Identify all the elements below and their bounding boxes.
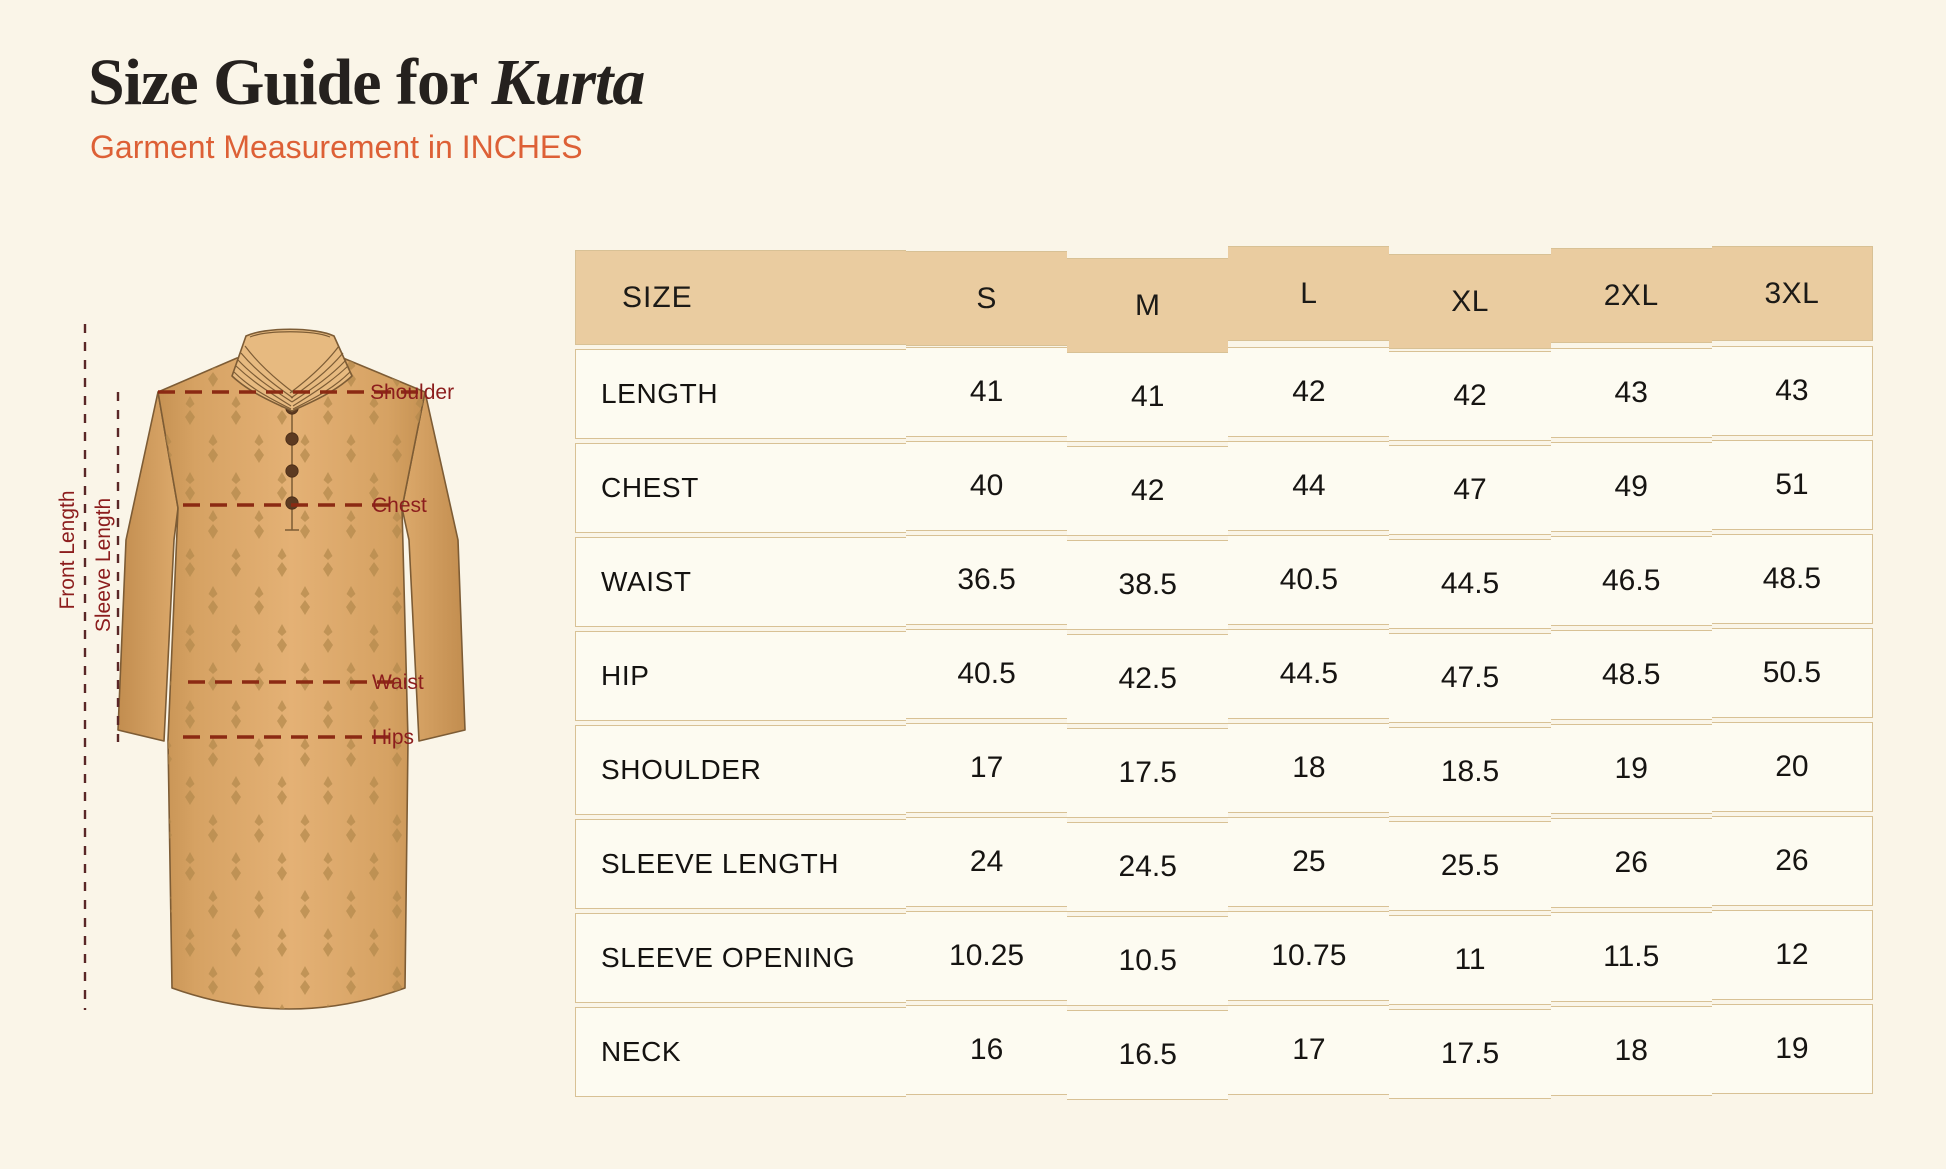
- size-value: 17: [906, 723, 1068, 813]
- size-table-container: SIZE S M L XL 2XL 3XL LENGTH 41 41 42 42…: [575, 246, 1873, 1101]
- size-value: 40.5: [1228, 535, 1390, 625]
- size-value: 48.5: [1711, 534, 1873, 624]
- size-value: 19: [1711, 1004, 1873, 1094]
- size-value: 47.5: [1389, 633, 1551, 723]
- size-value: 10.75: [1228, 911, 1390, 1001]
- kurta-diagram: Shoulder Chest Waist Hips Front Length S…: [56, 324, 466, 1010]
- kurta-body: [157, 352, 426, 1010]
- table-header-row: SIZE S M L XL 2XL 3XL: [575, 246, 1873, 353]
- header-size: SIZE: [575, 250, 906, 345]
- size-table: SIZE S M L XL 2XL 3XL LENGTH 41 41 42 42…: [575, 246, 1873, 1101]
- page-title-garment: Kurta: [491, 46, 646, 119]
- size-value: 25.5: [1389, 821, 1551, 911]
- label-chest: Chest: [372, 494, 427, 517]
- measure-lines: [158, 390, 425, 739]
- page-subtitle: Garment Measurement in INCHES: [90, 129, 583, 165]
- table-row-neck: NECK 16 16.5 17 17.5 18 19: [575, 1004, 1873, 1100]
- row-label: LENGTH: [575, 349, 906, 439]
- header-s: S: [906, 251, 1068, 346]
- length-guides: [83, 324, 120, 1010]
- header-3xl: 3XL: [1711, 246, 1873, 341]
- size-value: 38.5: [1067, 540, 1229, 630]
- size-value: 50.5: [1711, 628, 1873, 718]
- size-value: 43: [1550, 348, 1712, 438]
- header-l: L: [1228, 246, 1390, 341]
- size-value: 49: [1550, 442, 1712, 532]
- size-value: 44.5: [1389, 539, 1551, 629]
- table-row-sleeve-opening: SLEEVE OPENING 10.25 10.5 10.75 11 11.5 …: [575, 910, 1873, 1006]
- page-title-prefix: Size Guide for: [88, 46, 492, 119]
- size-value: 20: [1711, 722, 1873, 812]
- size-value: 51: [1711, 440, 1873, 530]
- label-waist: Waist: [372, 671, 424, 694]
- page-title: Size Guide for Kurta: [88, 50, 645, 116]
- header-xl: XL: [1389, 254, 1551, 349]
- size-value: 19: [1550, 724, 1712, 814]
- label-sleeve-length: Sleeve Length: [92, 498, 115, 632]
- table-row-sleeve-length: SLEEVE LENGTH 24 24.5 25 25.5 26 26: [575, 816, 1873, 912]
- size-value: 24.5: [1067, 822, 1229, 912]
- row-label: HIP: [575, 631, 906, 721]
- row-label: CHEST: [575, 443, 906, 533]
- size-value: 48.5: [1550, 630, 1712, 720]
- size-value: 10.5: [1067, 916, 1229, 1006]
- size-value: 44: [1228, 441, 1390, 531]
- size-value: 40: [906, 441, 1068, 531]
- size-value: 12: [1711, 910, 1873, 1000]
- size-value: 42: [1067, 446, 1229, 536]
- table-row-shoulder: SHOULDER 17 17.5 18 18.5 19 20: [575, 722, 1873, 818]
- size-value: 42: [1389, 351, 1551, 441]
- row-label: NECK: [575, 1007, 906, 1097]
- label-front-length: Front Length: [56, 490, 79, 609]
- size-value: 16.5: [1067, 1010, 1229, 1100]
- size-value: 41: [1067, 352, 1229, 442]
- size-value: 10.25: [906, 911, 1068, 1001]
- size-value: 16: [906, 1005, 1068, 1095]
- size-value: 11.5: [1550, 912, 1712, 1002]
- label-hips: Hips: [372, 726, 414, 749]
- row-label: SLEEVE OPENING: [575, 913, 906, 1003]
- table-row-waist: WAIST 36.5 38.5 40.5 44.5 46.5 48.5: [575, 534, 1873, 630]
- header-m: M: [1067, 258, 1229, 353]
- size-value: 46.5: [1550, 536, 1712, 626]
- size-value: 17: [1228, 1005, 1390, 1095]
- table-row-length: LENGTH 41 41 42 42 43 43: [575, 346, 1873, 442]
- size-value: 43: [1711, 346, 1873, 436]
- row-label: SLEEVE LENGTH: [575, 819, 906, 909]
- size-value: 18.5: [1389, 727, 1551, 817]
- row-label: SHOULDER: [575, 725, 906, 815]
- table-row-chest: CHEST 40 42 44 47 49 51: [575, 440, 1873, 536]
- size-value: 11: [1389, 915, 1551, 1005]
- size-value: 26: [1711, 816, 1873, 906]
- size-value: 17.5: [1389, 1009, 1551, 1099]
- size-value: 42: [1228, 347, 1390, 437]
- size-value: 25: [1228, 817, 1390, 907]
- size-value: 42.5: [1067, 634, 1229, 724]
- size-value: 40.5: [906, 629, 1068, 719]
- size-value: 18: [1550, 1006, 1712, 1096]
- size-value: 26: [1550, 818, 1712, 908]
- size-value: 24: [906, 817, 1068, 907]
- table-row-hip: HIP 40.5 42.5 44.5 47.5 48.5 50.5: [575, 628, 1873, 724]
- size-value: 36.5: [906, 535, 1068, 625]
- size-value: 47: [1389, 445, 1551, 535]
- size-value: 41: [906, 347, 1068, 437]
- label-shoulder: Shoulder: [370, 381, 454, 404]
- size-value: 18: [1228, 723, 1390, 813]
- header-2xl: 2XL: [1550, 248, 1712, 343]
- row-label: WAIST: [575, 537, 906, 627]
- size-value: 44.5: [1228, 629, 1390, 719]
- size-value: 17.5: [1067, 728, 1229, 818]
